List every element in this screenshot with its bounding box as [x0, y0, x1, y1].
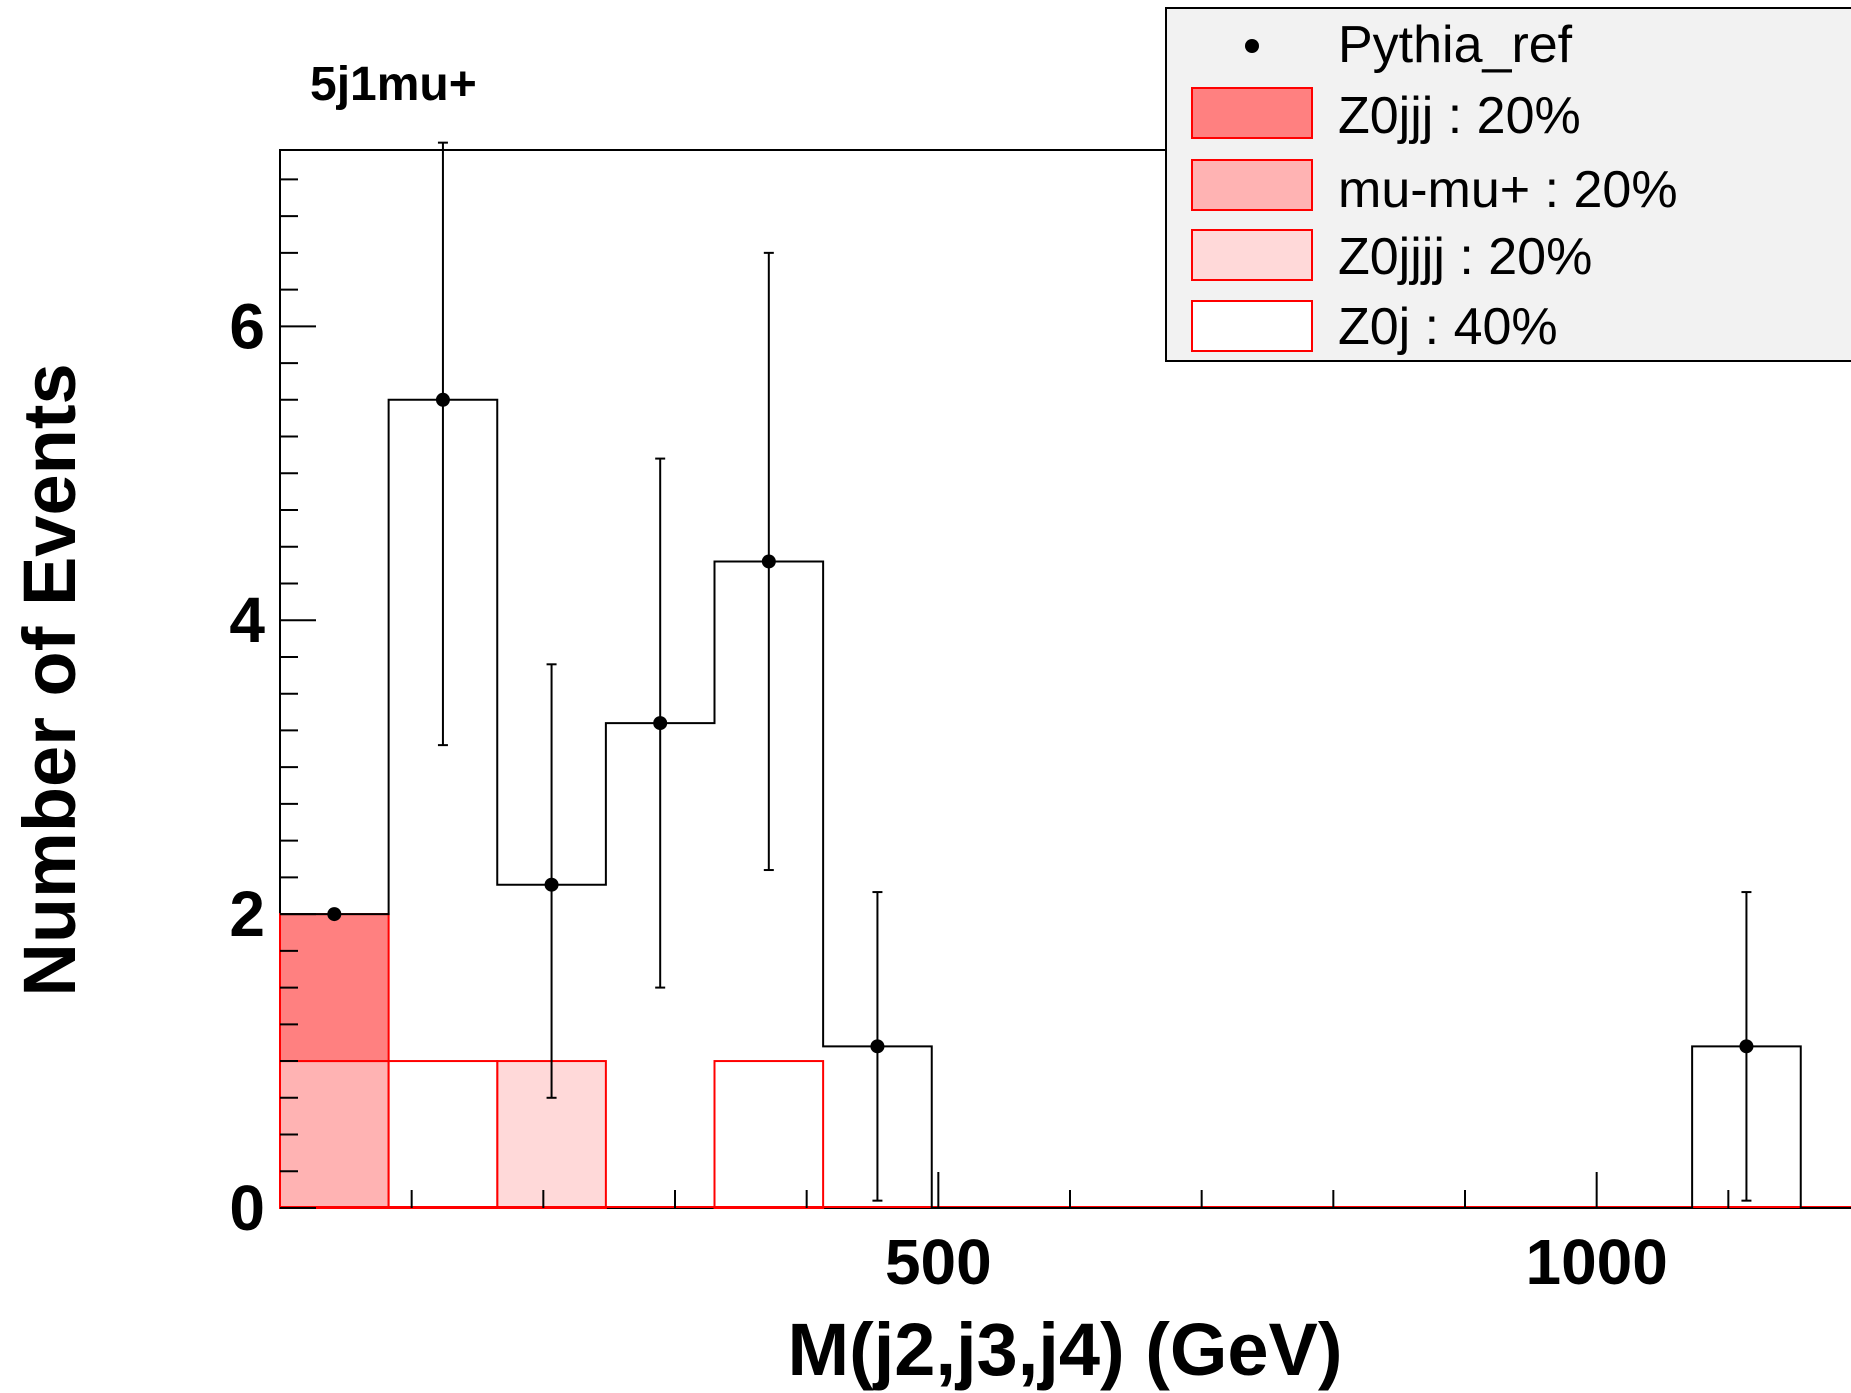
- x-tick-label-500: 500: [885, 1226, 992, 1298]
- y-axis-ticks: 0 2 4 6: [229, 178, 316, 1244]
- data-point-bin-3: [653, 716, 668, 731]
- data-point-bin-1: [435, 392, 450, 407]
- reference-step-line: [280, 398, 1851, 1209]
- bar-z0j-bin-1: [387, 1060, 499, 1209]
- y-tick-label-0: 0: [229, 1172, 265, 1244]
- y-tick-label-6: 6: [229, 290, 265, 362]
- legend-swatch-mu-mu: [1191, 159, 1313, 211]
- legend-swatch-z0jjj: [1191, 87, 1313, 139]
- legend-label-z0j: Z0j : 40%: [1338, 298, 1558, 356]
- legend: Pythia_ref Z0jjj : 20% mu-mu+ : 20% Z0jj…: [1165, 7, 1851, 362]
- data-point-group-bin-5: [870, 891, 885, 1202]
- data-point-group-bin-0: [327, 907, 342, 922]
- legend-label-pythia-ref: Pythia_ref: [1338, 16, 1573, 74]
- bar-z0jjj-bin-0: [279, 913, 390, 1063]
- data-point-bin-2: [544, 877, 559, 892]
- legend-label-z0jjjj: Z0jjjj : 20%: [1338, 228, 1592, 286]
- data-point-group-bin-2: [544, 663, 559, 1099]
- y-tick-label-2: 2: [229, 878, 265, 950]
- legend-swatch-z0j: [1191, 300, 1313, 352]
- legend-swatch-z0jjjj: [1191, 229, 1313, 281]
- reference-points: [327, 141, 1754, 1202]
- chart-title: 5j1mu+: [310, 58, 477, 111]
- data-point-group-bin-13: [1739, 891, 1754, 1202]
- data-point-bin-13: [1739, 1039, 1754, 1054]
- data-point-group-bin-3: [653, 457, 668, 989]
- legend-marker-pythia-ref: [1245, 39, 1259, 53]
- data-point-bin-0: [327, 907, 342, 922]
- x-axis-ticks: 500 1000: [410, 1172, 1730, 1298]
- data-point-bin-5: [870, 1039, 885, 1054]
- x-axis-label: M(j2,j3,j4) (GeV): [787, 1308, 1342, 1391]
- data-point-bin-4: [761, 554, 776, 569]
- bar-z0j-bin-4: [713, 1060, 825, 1209]
- reference-histogram: [280, 398, 1851, 1209]
- y-axis-label: Number of Events: [8, 363, 91, 996]
- legend-label-mu-mu: mu-mu+ : 20%: [1338, 161, 1678, 219]
- x-tick-label-1000: 1000: [1525, 1226, 1667, 1298]
- legend-label-z0jjj: Z0jjj : 20%: [1338, 87, 1581, 145]
- data-point-group-bin-1: [435, 141, 450, 747]
- data-point-group-bin-4: [761, 251, 776, 872]
- stacked-bars: [279, 913, 1851, 1209]
- y-tick-label-4: 4: [229, 584, 265, 656]
